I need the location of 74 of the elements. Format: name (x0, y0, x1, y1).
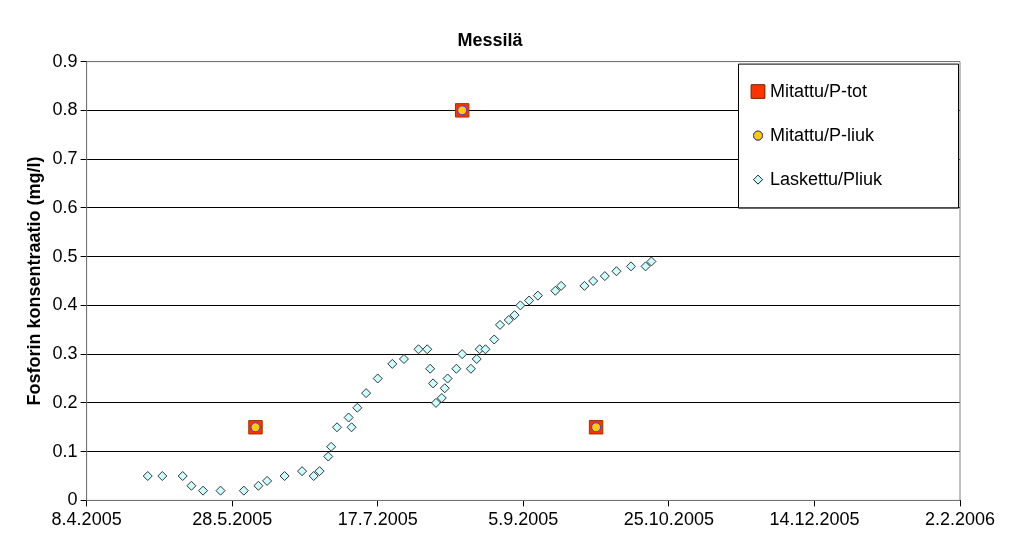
x-tick-label: 5.9.2005 (488, 509, 559, 530)
point (326, 441, 337, 452)
chart-title: Messilä (457, 29, 524, 50)
point (495, 319, 506, 330)
point (238, 485, 249, 496)
y-tick-label: 0 (67, 489, 78, 510)
point (157, 471, 168, 482)
point (215, 485, 226, 496)
point (599, 271, 610, 282)
point (413, 344, 424, 355)
point (279, 471, 290, 482)
y-tick-label: 0.3 (52, 343, 78, 364)
point (314, 466, 325, 477)
x-tick-label: 8.4.2005 (51, 509, 122, 530)
point (457, 349, 468, 360)
point (398, 354, 409, 365)
legend-label: Mitattu/P-tot (770, 80, 868, 101)
point (198, 485, 209, 496)
point (352, 402, 363, 413)
point (343, 412, 354, 423)
y-tick-label: 0.5 (52, 245, 78, 266)
point (579, 280, 590, 291)
point (442, 373, 453, 384)
point (372, 373, 383, 384)
point (331, 422, 342, 433)
point (626, 261, 637, 272)
x-tick-label: 28.5.2005 (192, 509, 273, 530)
point (588, 276, 599, 286)
point (439, 383, 450, 394)
point (515, 300, 526, 311)
point (186, 480, 197, 491)
point (430, 397, 441, 408)
point (428, 378, 439, 389)
point (640, 261, 651, 272)
point (465, 363, 476, 374)
point (253, 480, 264, 491)
legend-label: Mitattu/P-liuk (770, 124, 876, 145)
point (387, 358, 398, 369)
point (550, 285, 561, 296)
point (436, 393, 447, 404)
point (509, 310, 520, 321)
y-tick-label: 0.7 (52, 148, 78, 169)
point (142, 471, 153, 482)
point (346, 422, 357, 433)
point (524, 295, 535, 306)
point (361, 388, 372, 399)
y-tick-label: 0.4 (52, 294, 78, 315)
point (471, 354, 482, 365)
x-tick-label: 2.2.2006 (924, 509, 996, 530)
point (297, 466, 308, 477)
point (532, 290, 543, 301)
x-tick-label: 14.12.2005 (769, 509, 860, 530)
legend-label: Laskettu/Pliuk (770, 168, 884, 189)
point (422, 344, 433, 355)
point (308, 471, 319, 482)
y-tick-label: 0.6 (52, 196, 78, 217)
point (489, 334, 500, 345)
point (556, 280, 567, 291)
point (425, 363, 436, 374)
point (503, 315, 514, 325)
point (451, 363, 462, 374)
y-tick-label: 0.8 (52, 99, 78, 120)
x-tick-label: 17.7.2005 (337, 509, 418, 530)
point (646, 256, 657, 267)
y-tick-label: 0.9 (52, 50, 78, 71)
y-tick-label: 0.2 (52, 391, 78, 412)
point (177, 471, 188, 482)
point (611, 266, 622, 277)
point (323, 451, 334, 462)
y-axis-title: Fosforin konsentraatio (mg/l) (23, 156, 44, 406)
point (262, 475, 273, 486)
y-tick-label: 0.1 (52, 440, 78, 461)
x-tick-label: 25.10.2005 (623, 509, 714, 530)
point (480, 344, 491, 355)
